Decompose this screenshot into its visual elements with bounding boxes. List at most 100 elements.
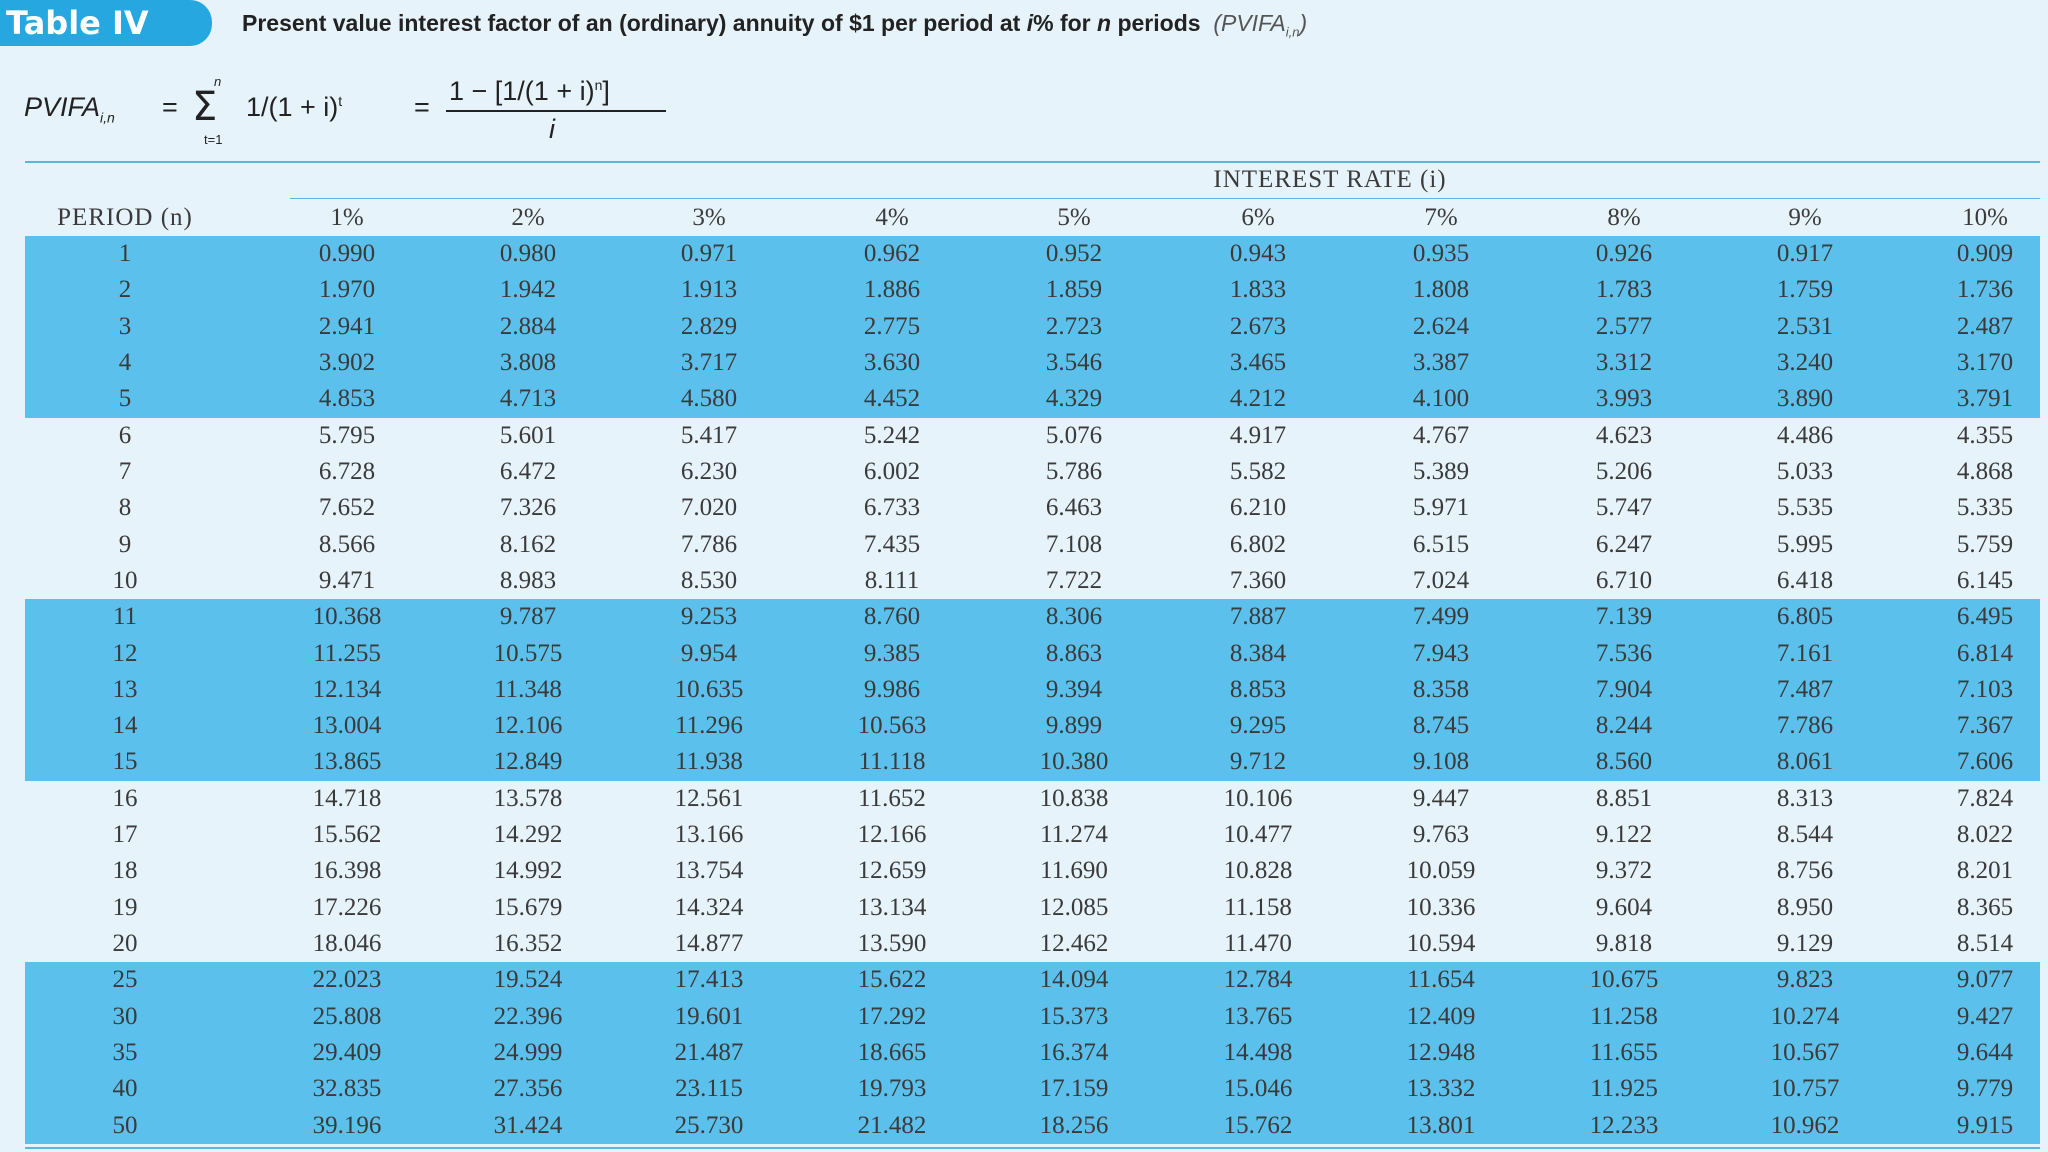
- value-cell: 5.582: [1229, 457, 1287, 485]
- value-cell: 15.679: [493, 893, 563, 921]
- row-band: [25, 236, 2040, 418]
- value-cell: 7.652: [318, 494, 376, 522]
- value-cell: 3.717: [680, 348, 738, 376]
- value-cell: 19.524: [493, 966, 563, 994]
- value-cell: 9.295: [1229, 712, 1287, 740]
- value-cell: 9.899: [1045, 712, 1103, 740]
- value-cell: 13.134: [857, 893, 927, 921]
- column-header: 6%: [1241, 204, 1275, 231]
- value-cell: 25.808: [312, 1002, 382, 1030]
- value-cell: 5.971: [1412, 494, 1470, 522]
- value-cell: 9.823: [1776, 966, 1834, 994]
- value-cell: 6.463: [1045, 494, 1103, 522]
- value-cell: 9.385: [863, 639, 921, 667]
- value-cell: 9.787: [499, 603, 557, 631]
- value-cell: 5.417: [680, 421, 738, 449]
- value-cell: 4.917: [1229, 421, 1287, 449]
- formula-sum: Σ: [192, 84, 218, 130]
- value-cell: 4.212: [1229, 385, 1287, 413]
- value-cell: 14.718: [312, 784, 382, 812]
- formula-sub: i,n: [100, 109, 115, 126]
- value-cell: 1.859: [1045, 276, 1103, 304]
- value-cell: 6.418: [1776, 566, 1834, 594]
- period-cell: 35: [112, 1039, 138, 1067]
- value-cell: 15.622: [857, 966, 927, 994]
- value-cell: 9.077: [1956, 966, 2014, 994]
- value-cell: 13.578: [493, 784, 563, 812]
- value-cell: 13.754: [674, 857, 744, 885]
- abbr-text: ): [1299, 10, 1308, 36]
- value-cell: 11.348: [494, 675, 562, 703]
- row-band: [25, 599, 2040, 781]
- value-cell: 12.233: [1589, 1111, 1659, 1139]
- formula-eq: =: [414, 92, 430, 122]
- value-cell: 9.108: [1412, 748, 1470, 776]
- value-cell: 4.355: [1956, 421, 2014, 449]
- value-cell: 17.226: [312, 893, 382, 921]
- value-cell: 11.258: [1590, 1002, 1658, 1030]
- value-cell: 7.108: [1045, 530, 1103, 558]
- value-cell: 19.793: [857, 1075, 927, 1103]
- value-cell: 18.046: [312, 930, 382, 958]
- value-cell: 6.515: [1412, 530, 1470, 558]
- formula-sum-top: n: [214, 74, 222, 89]
- title-text: % for: [1033, 10, 1098, 36]
- value-cell: 18.256: [1039, 1111, 1109, 1139]
- value-cell: 1.970: [318, 276, 376, 304]
- value-cell: 5.786: [1045, 457, 1103, 485]
- value-cell: 7.360: [1229, 566, 1287, 594]
- value-cell: 12.462: [1039, 930, 1109, 958]
- value-cell: 15.562: [312, 821, 382, 849]
- value-cell: 7.904: [1595, 675, 1653, 703]
- value-cell: 9.122: [1595, 821, 1653, 849]
- period-cell: 15: [112, 748, 138, 776]
- value-cell: 4.452: [863, 385, 921, 413]
- column-header: 10%: [1962, 204, 2008, 231]
- formula-denominator: i: [549, 114, 555, 144]
- value-cell: 9.372: [1595, 857, 1653, 885]
- value-cell: 8.530: [680, 566, 738, 594]
- value-cell: 6.145: [1956, 566, 2014, 594]
- value-cell: 12.659: [857, 857, 927, 885]
- value-cell: 4.329: [1045, 385, 1103, 413]
- value-cell: 5.601: [499, 421, 557, 449]
- period-cell: 1: [118, 240, 132, 267]
- value-cell: 4.767: [1412, 421, 1470, 449]
- period-cell: 20: [112, 930, 138, 958]
- value-cell: 9.712: [1229, 748, 1287, 776]
- value-cell: 4.868: [1956, 457, 2014, 485]
- value-cell: 12.784: [1223, 966, 1293, 994]
- formula-numerator: 1 − [1/(1 + i)n]: [449, 76, 610, 107]
- value-cell: 0.917: [1776, 240, 1834, 267]
- period-cell: 19: [112, 893, 138, 921]
- value-cell: 0.909: [1956, 240, 2014, 267]
- value-cell: 6.805: [1776, 603, 1834, 631]
- value-cell: 11.655: [1590, 1039, 1658, 1067]
- value-cell: 2.577: [1595, 312, 1653, 340]
- value-cell: 13.865: [312, 748, 382, 776]
- rule: [290, 198, 2040, 199]
- value-cell: 6.247: [1595, 530, 1653, 558]
- value-cell: 3.387: [1412, 348, 1470, 376]
- value-cell: 10.336: [1406, 893, 1476, 921]
- value-cell: 7.943: [1412, 639, 1470, 667]
- period-cell: 18: [112, 857, 138, 885]
- badge: Table IV: [0, 0, 212, 46]
- value-cell: 8.514: [1956, 930, 2014, 958]
- value-cell: 9.427: [1956, 1002, 2014, 1030]
- value-cell: 4.623: [1595, 421, 1653, 449]
- column-header: 1%: [330, 204, 364, 231]
- period-cell: 40: [112, 1075, 138, 1103]
- abbr-sub: i,n: [1285, 24, 1300, 40]
- value-cell: 11.118: [858, 748, 926, 776]
- value-cell: 7.536: [1595, 639, 1653, 667]
- value-cell: 12.166: [857, 821, 927, 849]
- value-cell: 13.765: [1223, 1002, 1293, 1030]
- value-cell: 14.292: [493, 821, 563, 849]
- value-cell: 4.580: [680, 385, 738, 413]
- value-cell: 3.546: [1045, 348, 1103, 376]
- value-cell: 11.938: [675, 748, 743, 776]
- value-cell: 8.851: [1595, 784, 1653, 812]
- value-cell: 11.296: [675, 712, 743, 740]
- title-var: n: [1097, 10, 1112, 36]
